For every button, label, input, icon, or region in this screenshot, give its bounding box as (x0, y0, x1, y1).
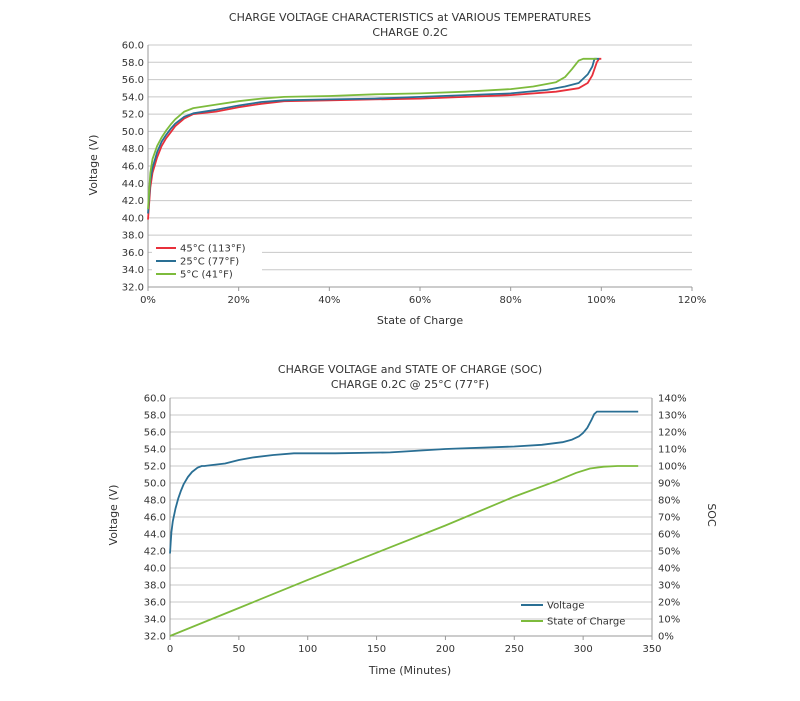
chart2-series-0-line (169, 410, 639, 554)
chart2-grid (170, 397, 652, 620)
chart1-ytick-label: 34.0 (122, 265, 144, 276)
chart2-ytick-label: 36.0 (144, 598, 166, 609)
chart1-ytick-label: 40.0 (122, 213, 144, 224)
chart1-legend-label: 25°C (77°F) (180, 257, 239, 268)
chart1-ytick-label: 38.0 (122, 231, 144, 242)
chart2-ytick-label: 32.0 (144, 632, 166, 643)
chart1-xtick-label: 120% (678, 295, 707, 306)
chart2-xtick-label: 100 (298, 644, 317, 655)
chart1-legend: 45°C (113°F) 25°C (77°F) 5°C (41°F) (156, 244, 246, 281)
chart2-y2tick-label: 10% (658, 615, 680, 626)
chart2-ytick-label: 50.0 (144, 479, 166, 490)
chart2-xtick-label: 150 (367, 644, 386, 655)
chart2-axes (169, 398, 653, 640)
chart1-xtick-label: 20% (228, 295, 250, 306)
chart2-subtitle: CHARGE 0.2C @ 25°C (77°F) (331, 378, 489, 391)
chart2-ytick-label: 52.0 (144, 462, 166, 473)
chart2-ylabel: Voltage (V) (107, 485, 120, 546)
chart2-ytick-label: 42.0 (144, 547, 166, 558)
chart2-xtick-label: 350 (642, 644, 661, 655)
chart2-ytick-label: 60.0 (144, 394, 166, 405)
chart2-xlabel: Time (Minutes) (368, 664, 451, 677)
chart1-ylabel: Voltage (V) (87, 135, 100, 196)
chart1-ytick-label: 50.0 (122, 127, 144, 138)
chart1-series-1-line (147, 57, 600, 214)
chart2-xtick-label: 300 (574, 644, 593, 655)
chart2-y2tick-label: 20% (658, 598, 680, 609)
chart1-ytick-label: 54.0 (122, 92, 144, 103)
chart2-series (169, 410, 639, 637)
chart2-xtick-label: 0 (167, 644, 173, 655)
chart1-legend-label: 45°C (113°F) (180, 244, 246, 255)
chart1-ytick-label: 56.0 (122, 75, 144, 86)
chart1-legend-label: 5°C (41°F) (180, 270, 233, 281)
chart1-ytick-label: 46.0 (122, 162, 144, 173)
chart1-xtick-label: 60% (409, 295, 431, 306)
chart2-y2tick-label: 60% (658, 530, 680, 541)
chart2-legend: Voltage State of Charge (521, 601, 625, 628)
chart2-y2tick-label: 80% (658, 496, 680, 507)
chart1-grid (148, 44, 692, 271)
chart2-ytick-label: 38.0 (144, 581, 166, 592)
chart1-ytick-label: 58.0 (122, 58, 144, 69)
chart1-tick-labels: 32.0 34.0 36.0 38.0 40.0 42.0 44.0 46.0 48.0 50.0… (122, 41, 707, 307)
chart2-xtick-label: 200 (436, 644, 455, 655)
chart2-y2label: SOC (705, 503, 718, 527)
chart2-ytick-label: 46.0 (144, 513, 166, 524)
chart1-xtick-label: 40% (318, 295, 340, 306)
chart2-y2tick-label: 130% (658, 411, 687, 422)
chart2-ytick-label: 56.0 (144, 428, 166, 439)
chart1-ytick-label: 36.0 (122, 248, 144, 259)
chart1-ytick-label: 52.0 (122, 110, 144, 121)
chart2-xtick-label: 50 (232, 644, 245, 655)
chart1-xtick-label: 100% (587, 295, 616, 306)
chart2-y2tick-label: 70% (658, 513, 680, 524)
chart2-ytick-label: 54.0 (144, 445, 166, 456)
chart2-xtick-label: 250 (505, 644, 524, 655)
chart2-y2tick-label: 100% (658, 462, 687, 473)
chart2-y2tick-label: 30% (658, 581, 680, 592)
chart2-y2tick-label: 120% (658, 428, 687, 439)
chart1-axes (147, 45, 693, 291)
chart2-y2tick-label: 0% (658, 632, 674, 643)
chart1-xtick-label: 0% (140, 295, 156, 306)
chart2-y2tick-label: 90% (658, 479, 680, 490)
chart2-legend-label: State of Charge (547, 617, 625, 628)
chart1-ytick-label: 42.0 (122, 196, 144, 207)
chart1-series-2-line (147, 57, 597, 210)
chart2-y2tick-label: 140% (658, 394, 687, 405)
chart1-ytick-label: 44.0 (122, 179, 144, 190)
chart1-series (147, 57, 602, 220)
chart1-ytick-label: 60.0 (122, 41, 144, 52)
chart-voltage-vs-soc: CHARGE VOLTAGE CHARACTERISTICS at VARIOU… (87, 11, 706, 327)
chart2-ytick-label: 34.0 (144, 615, 166, 626)
chart2-ytick-label: 44.0 (144, 530, 166, 541)
chart1-xtick-label: 80% (500, 295, 522, 306)
chart1-title: CHARGE VOLTAGE CHARACTERISTICS at VARIOU… (229, 11, 591, 24)
chart1-ytick-label: 48.0 (122, 144, 144, 155)
chart1-ytick-label: 32.0 (122, 283, 144, 294)
chart1-xlabel: State of Charge (377, 314, 463, 327)
chart2-ytick-label: 40.0 (144, 564, 166, 575)
chart2-y2tick-label: 50% (658, 547, 680, 558)
chart2-legend-label: Voltage (547, 601, 585, 612)
chart2-title: CHARGE VOLTAGE and STATE OF CHARGE (SOC) (278, 363, 542, 376)
chart2-y2tick-label: 40% (658, 564, 680, 575)
chart2-ytick-label: 48.0 (144, 496, 166, 507)
chart2-ytick-label: 58.0 (144, 411, 166, 422)
chart1-series-0-line (147, 57, 602, 220)
chart2-series-1-line (169, 465, 639, 637)
chart-voltage-and-soc-vs-time: CHARGE VOLTAGE and STATE OF CHARGE (SOC)… (107, 363, 718, 677)
chart2-y2tick-label: 110% (658, 445, 687, 456)
chart2-tick-labels: 32.0 34.0 36.0 38.0 40.0 42.0 44.0 46.0 48.0 50.0… (144, 394, 687, 656)
chart1-subtitle: CHARGE 0.2C (372, 26, 448, 39)
